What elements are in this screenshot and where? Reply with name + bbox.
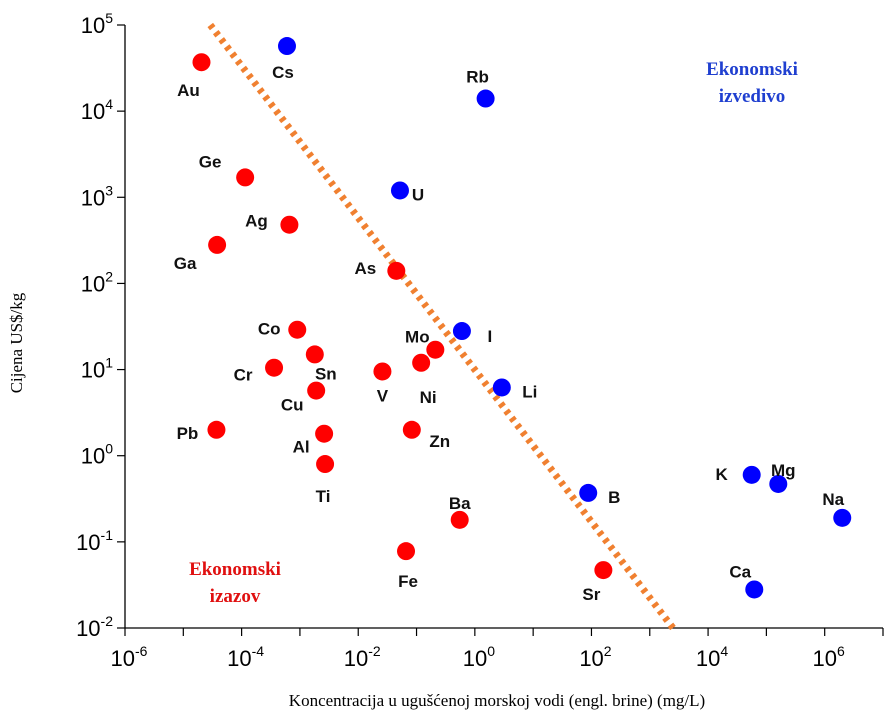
region-label-line: izvedivo [719,86,786,107]
data-point-li [492,378,511,397]
point-label-li: Li [522,382,537,401]
data-point-cu [307,381,326,400]
point-label-al: Al [293,438,310,457]
data-point-ga [208,235,227,254]
trendline [207,22,676,631]
data-point-mg [769,474,788,493]
data-point-ag [280,215,299,234]
data-point-u [390,181,409,200]
data-point-co [288,320,307,339]
data-point-cs [277,37,296,56]
point-label-zn: Zn [429,432,450,451]
point-label-cs: Cs [272,63,294,82]
x-tick-label: 10-2 [344,643,381,671]
data-point-au [192,53,211,72]
point-label-cu: Cu [281,396,304,415]
x-tick-label: 102 [579,643,611,671]
point-label-ga: Ga [174,254,197,273]
point-label-k: K [716,465,729,484]
data-point-ba [450,510,469,529]
data-point-al [315,424,334,443]
data-point-ni [412,353,431,372]
data-point-pb [207,420,226,439]
region-annotations: Ekonomski izvedivo Ekonomski izazov [189,59,798,607]
data-point-k [742,465,761,484]
data-point-v [373,362,392,381]
data-point-cr [265,358,284,377]
point-label-fe: Fe [398,572,418,591]
data-point-ti [316,455,335,474]
data-point-sr [594,561,613,580]
point-label-pb: Pb [177,424,199,443]
y-tick-label: 10-1 [76,527,113,555]
x-tick-label: 104 [696,643,728,671]
data-point-ge [236,168,255,187]
data-point-zn [402,420,421,439]
x-tick-label: 106 [813,643,845,671]
y-tick-label: 100 [81,441,113,469]
y-tick-label: 101 [81,355,113,383]
axes [117,24,884,636]
point-label-rb: Rb [466,68,489,87]
data-point-b [579,483,598,502]
point-label-v: V [377,386,389,405]
point-label-as: As [354,259,376,278]
trendline-dotted [207,22,676,631]
point-label-u: U [412,185,424,204]
point-label-b: B [608,488,620,507]
y-tick-label: 103 [81,182,113,210]
point-label-mo: Mo [405,328,430,347]
data-point-sn [305,345,324,364]
y-tick-label: 102 [81,268,113,296]
region-label-line: izazov [210,586,261,607]
point-label-mg: Mg [771,461,796,480]
point-label-ni: Ni [420,388,437,407]
y-axis-title: Cijena US$/kg [7,292,26,393]
point-label-cr: Cr [234,366,253,385]
point-label-ba: Ba [449,494,471,513]
data-point-ca [745,580,764,599]
point-label-sr: Sr [582,585,600,604]
point-label-au: Au [177,81,200,100]
point-label-co: Co [258,320,281,339]
y-tick-label: 10-2 [76,613,113,641]
x-tick-label: 100 [463,643,495,671]
y-tick-label: 105 [81,10,113,38]
x-tick-label: 10-4 [227,643,264,671]
data-point-as [387,261,406,280]
point-label-i: I [488,327,493,346]
data-point-na [833,508,852,527]
point-label-ti: Ti [316,487,331,506]
point-label-ge: Ge [199,152,222,171]
data-points: Au Ge Ag Ga As Co Sn Mo Cr V Ni Cu Pb Al Zn Ti Ba Fe Sr Cs R… [174,37,852,604]
x-axis-title: Koncentracija u ugušćenoj morskoj vodi (… [289,691,705,710]
point-label-na: Na [822,490,844,509]
region-label-line: Ekonomski [189,559,281,580]
data-point-rb [476,89,495,108]
region-label-line: Ekonomski [706,59,798,80]
point-label-ca: Ca [729,562,751,581]
point-label-ag: Ag [245,212,268,231]
tick-labels: 10-2 10-1 100 101 102 103 104 105 10-6 10-4 10-2 10… [76,10,845,671]
x-tick-label: 10-6 [111,643,148,671]
data-point-fe [397,542,416,561]
point-label-sn: Sn [315,364,337,383]
y-tick-label: 104 [81,96,113,124]
data-point-i [452,322,471,341]
data-point-mo [426,340,445,359]
